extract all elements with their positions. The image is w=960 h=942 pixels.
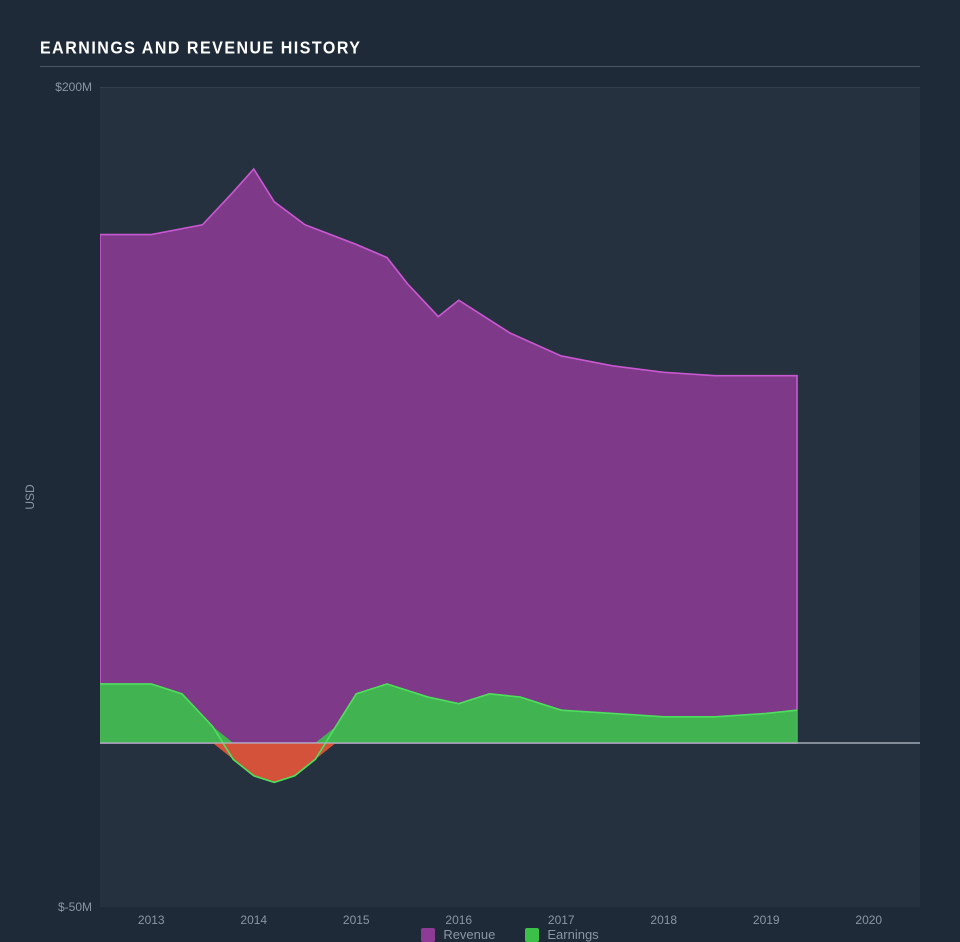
chart-title: EARNINGS AND REVENUE HISTORY — [40, 39, 920, 59]
chart-svg — [100, 87, 920, 907]
y-axis-label: USD — [23, 484, 37, 509]
y-tick-label: $200M — [55, 80, 92, 94]
y-axis: USD $200M$-50M — [40, 87, 100, 907]
plot-area — [100, 87, 920, 907]
x-tick-label: 2015 — [343, 913, 370, 927]
legend-swatch — [525, 928, 539, 942]
legend-item: Earnings — [525, 927, 598, 942]
chart-wrapper: USD $200M$-50M — [40, 87, 920, 907]
legend: Revenue Earnings — [100, 927, 920, 942]
legend-label: Earnings — [547, 927, 598, 942]
legend-item: Revenue — [421, 927, 495, 942]
legend-swatch — [421, 928, 435, 942]
x-tick-label: 2018 — [650, 913, 677, 927]
x-tick-label: 2019 — [753, 913, 780, 927]
chart-container: EARNINGS AND REVENUE HISTORY USD $200M$-… — [0, 0, 960, 522]
legend-label: Revenue — [443, 927, 495, 942]
x-tick-label: 2017 — [548, 913, 575, 927]
x-tick-label: 2016 — [445, 913, 472, 927]
x-tick-label: 2020 — [855, 913, 882, 927]
x-tick-label: 2014 — [240, 913, 267, 927]
x-tick-label: 2013 — [138, 913, 165, 927]
title-underline — [40, 66, 920, 67]
y-tick-label: $-50M — [58, 900, 92, 914]
